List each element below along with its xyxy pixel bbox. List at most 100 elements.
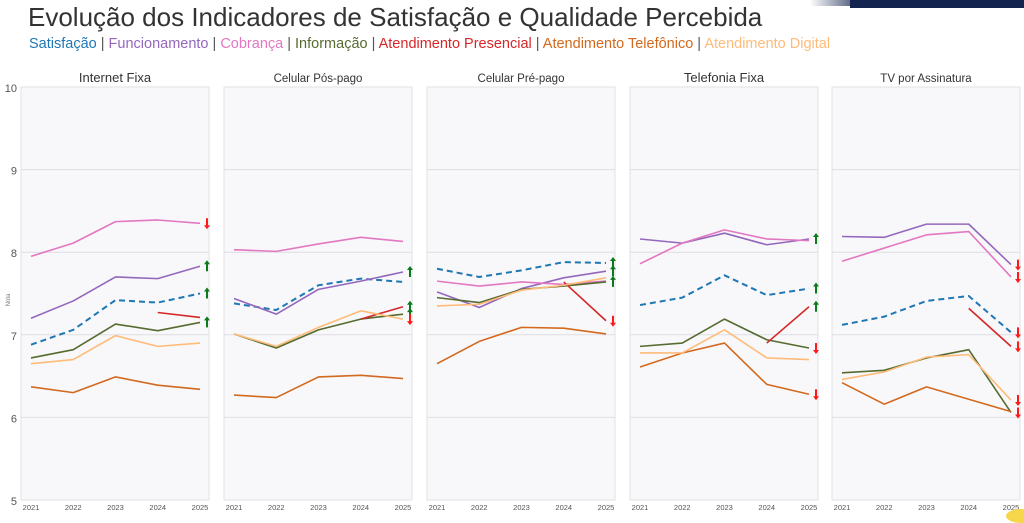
arrow-shape xyxy=(204,316,210,328)
series-line-informacao xyxy=(639,318,810,349)
x-tick-label: 2024 xyxy=(555,503,572,512)
series-line-atendimento-telefonico xyxy=(30,376,201,394)
legend-entry: Atendimento Telefônico xyxy=(542,36,694,52)
series-line-satisfacao xyxy=(639,274,810,307)
series-line-funcionamento xyxy=(436,270,607,309)
panel-tv-por-assinatura: TV por Assinatura 2021 2022 2023 2024 2025 xyxy=(831,73,1021,512)
x-tick-label: 2022 xyxy=(674,503,691,512)
panel-title: Internet Fixa xyxy=(79,70,152,85)
trend-up-arrow-icon xyxy=(204,287,210,299)
arrow-shape xyxy=(204,260,210,272)
panel-title: Celular Pré-pago xyxy=(478,73,565,85)
x-tick-label: 2024 xyxy=(960,503,977,512)
x-tick-label: 2022 xyxy=(876,503,893,512)
trend-down-arrow-icon xyxy=(610,315,616,327)
series-line-atendimento-digital xyxy=(30,334,201,365)
series-line-funcionamento xyxy=(841,223,1012,266)
trend-down-arrow-icon xyxy=(407,314,413,326)
chart-title: Evolução dos Indicadores de Satisfação e… xyxy=(28,2,763,32)
y-tick-label: 10 xyxy=(5,83,17,95)
legend-entry: Satisfação xyxy=(29,36,97,52)
x-tick-label: 2025 xyxy=(1003,503,1020,512)
series-line-atendimento-presencial xyxy=(968,307,1012,347)
x-tick-label: 2023 xyxy=(107,503,124,512)
x-tick-label: 2023 xyxy=(918,503,935,512)
legend-separator: | xyxy=(693,36,705,52)
y-tick-label: 7 xyxy=(11,331,17,343)
trend-up-arrow-icon xyxy=(407,308,413,320)
x-tick-label: 2025 xyxy=(192,503,209,512)
x-tick-label: 2025 xyxy=(598,503,615,512)
arrow-shape xyxy=(610,265,616,277)
x-tick-label: 2023 xyxy=(716,503,733,512)
series-line-atendimento-presencial xyxy=(360,305,404,320)
x-tick-label: 2021 xyxy=(23,503,40,512)
trend-up-arrow-icon xyxy=(407,300,413,312)
series-line-cobranca xyxy=(639,229,810,265)
legend: Satisfação | Funcionamento | Cobrança | … xyxy=(29,36,830,52)
arrow-shape xyxy=(813,282,819,294)
panel-telefonia-fixa: Telefonia Fixa 2021 2022 2023 2024 2025 xyxy=(629,70,819,512)
panel-internet-fixa: Internet Fixa 2021 2022 2023 2024 2025 xyxy=(20,70,210,512)
x-tick-label: 2021 xyxy=(226,503,243,512)
trend-up-arrow-icon xyxy=(610,275,616,287)
arrow-shape xyxy=(1015,407,1021,419)
trend-up-arrow-icon xyxy=(610,256,616,268)
y-axis-label: Nota xyxy=(6,293,12,306)
panel-title: Telefonia Fixa xyxy=(684,70,765,85)
trend-up-arrow-icon xyxy=(813,232,819,244)
y-tick-label: 9 xyxy=(11,166,17,178)
arrow-shape xyxy=(813,300,819,312)
series-line-atendimento-presencial xyxy=(563,281,607,322)
trend-down-arrow-icon xyxy=(1015,327,1021,339)
arrow-shape xyxy=(1015,327,1021,339)
trend-down-arrow-icon xyxy=(813,343,819,355)
x-tick-label: 2022 xyxy=(268,503,285,512)
x-tick-label: 2024 xyxy=(758,503,775,512)
series-line-satisfacao xyxy=(436,261,607,278)
panel-background xyxy=(629,86,819,501)
series-line-informacao xyxy=(436,281,607,304)
trend-up-arrow-icon xyxy=(204,316,210,328)
arrow-shape xyxy=(813,232,819,244)
trend-down-arrow-icon xyxy=(1015,407,1021,419)
series-line-informacao xyxy=(30,321,201,359)
trend-down-arrow-icon xyxy=(1015,395,1021,407)
series-line-atendimento-telefonico xyxy=(639,342,810,396)
decorative-corner xyxy=(1006,509,1024,523)
x-tick-label: 2021 xyxy=(834,503,851,512)
arrow-shape xyxy=(610,315,616,327)
series-line-cobranca xyxy=(841,230,1012,278)
x-tick-label: 2025 xyxy=(801,503,818,512)
legend-entry: Funcionamento xyxy=(108,36,209,52)
arrow-shape xyxy=(407,308,413,320)
series-line-cobranca xyxy=(30,219,201,258)
trend-down-arrow-icon xyxy=(1015,341,1021,353)
arrow-shape xyxy=(407,266,413,278)
panel-title: TV por Assinatura xyxy=(880,73,972,85)
x-tick-label: 2023 xyxy=(310,503,327,512)
series-line-atendimento-digital xyxy=(841,353,1012,401)
arrow-shape xyxy=(610,256,616,268)
arrow-shape xyxy=(1015,259,1021,271)
panel-celular-pr-pago: Celular Pré-pago 2021 2022 2023 2024 2025 xyxy=(426,73,616,512)
trend-down-arrow-icon xyxy=(1015,271,1021,283)
panel-celular-p-s-pago: Celular Pós-pago 2021 2022 2023 2024 2025 xyxy=(223,73,413,512)
trend-up-arrow-icon xyxy=(813,282,819,294)
series-line-atendimento-digital xyxy=(233,310,404,348)
header-band xyxy=(810,0,1024,8)
legend-entry: Informação xyxy=(295,36,368,52)
x-tick-label: 2024 xyxy=(149,503,166,512)
legend-separator: | xyxy=(96,36,109,52)
arrow-shape xyxy=(1015,395,1021,407)
legend-separator: | xyxy=(283,36,296,52)
x-tick-label: 2022 xyxy=(471,503,488,512)
legend-separator: | xyxy=(367,36,379,52)
series-line-cobranca xyxy=(233,236,404,253)
series-line-atendimento-presencial xyxy=(766,306,810,344)
trend-down-arrow-icon xyxy=(204,218,210,230)
y-tick-label: 5 xyxy=(11,496,17,508)
series-line-atendimento-digital xyxy=(640,329,810,361)
panel-background xyxy=(426,86,616,501)
